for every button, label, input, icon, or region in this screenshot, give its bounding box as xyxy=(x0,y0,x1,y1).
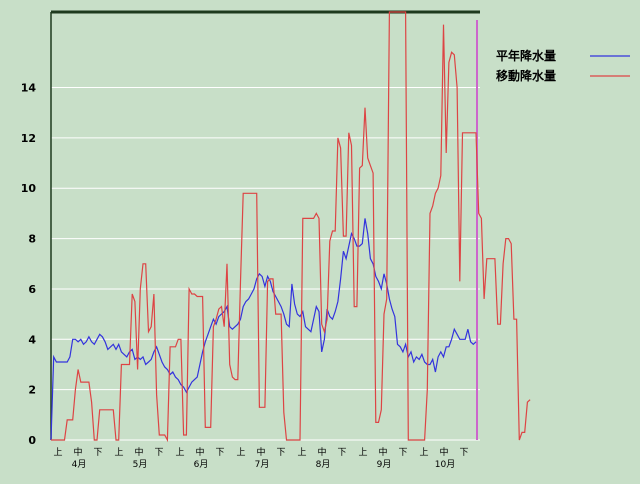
grid-lines xyxy=(51,87,480,391)
y-tick-label: 4 xyxy=(28,333,36,346)
x-tick-label: 中 xyxy=(317,446,326,458)
x-tick-label: 中 xyxy=(195,446,204,458)
y-tick-label: 0 xyxy=(28,434,36,447)
x-axis-ticks: 上中下4月上中下5月上中下6月上中下7月上中下8月上中下9月上中下10月 xyxy=(53,446,468,470)
legend-label-2: 移動降水量 xyxy=(496,68,556,83)
x-tick-label: 上 xyxy=(114,447,123,458)
x-tick-label: 下 xyxy=(337,448,346,458)
x-tick-label: 下 xyxy=(459,448,468,458)
x-tick-label: 中 xyxy=(256,446,265,458)
x-tick-label: 下 xyxy=(93,448,102,458)
y-tick-label: 12 xyxy=(21,132,36,145)
month-label: 6月 xyxy=(194,459,209,470)
x-tick-label: 下 xyxy=(154,448,163,458)
x-tick-label: 上 xyxy=(358,447,367,458)
month-label: 8月 xyxy=(316,459,331,470)
series-line-2 xyxy=(51,11,531,443)
x-tick-label: 上 xyxy=(297,447,306,458)
x-tick-label: 中 xyxy=(134,446,143,458)
x-tick-label: 上 xyxy=(53,447,62,458)
x-tick-label: 中 xyxy=(439,446,448,458)
legend-label-1: 平年降水量 xyxy=(496,48,556,63)
month-label: 4月 xyxy=(72,459,87,470)
x-tick-label: 中 xyxy=(378,446,387,458)
y-tick-label: 10 xyxy=(21,182,37,195)
y-axis-ticks: 0 2 4 6 8 10 12 14 xyxy=(21,82,37,447)
y-tick-label: 2 xyxy=(28,384,36,397)
y-tick-label: 8 xyxy=(28,233,36,246)
y-tick-label: 14 xyxy=(21,82,37,95)
series-group xyxy=(50,11,531,443)
x-tick-label: 上 xyxy=(419,447,428,458)
x-tick-label: 下 xyxy=(276,448,285,458)
x-tick-label: 上 xyxy=(175,447,184,458)
month-label: 7月 xyxy=(255,459,270,470)
x-tick-label: 下 xyxy=(215,448,224,458)
series-line-1 xyxy=(50,218,477,441)
x-tick-label: 上 xyxy=(236,447,245,458)
month-label: 9月 xyxy=(377,459,392,470)
month-label: 5月 xyxy=(133,459,148,470)
x-tick-label: 中 xyxy=(73,446,82,458)
month-label: 10月 xyxy=(435,459,455,470)
y-tick-label: 6 xyxy=(28,283,36,296)
x-tick-label: 下 xyxy=(398,448,407,458)
